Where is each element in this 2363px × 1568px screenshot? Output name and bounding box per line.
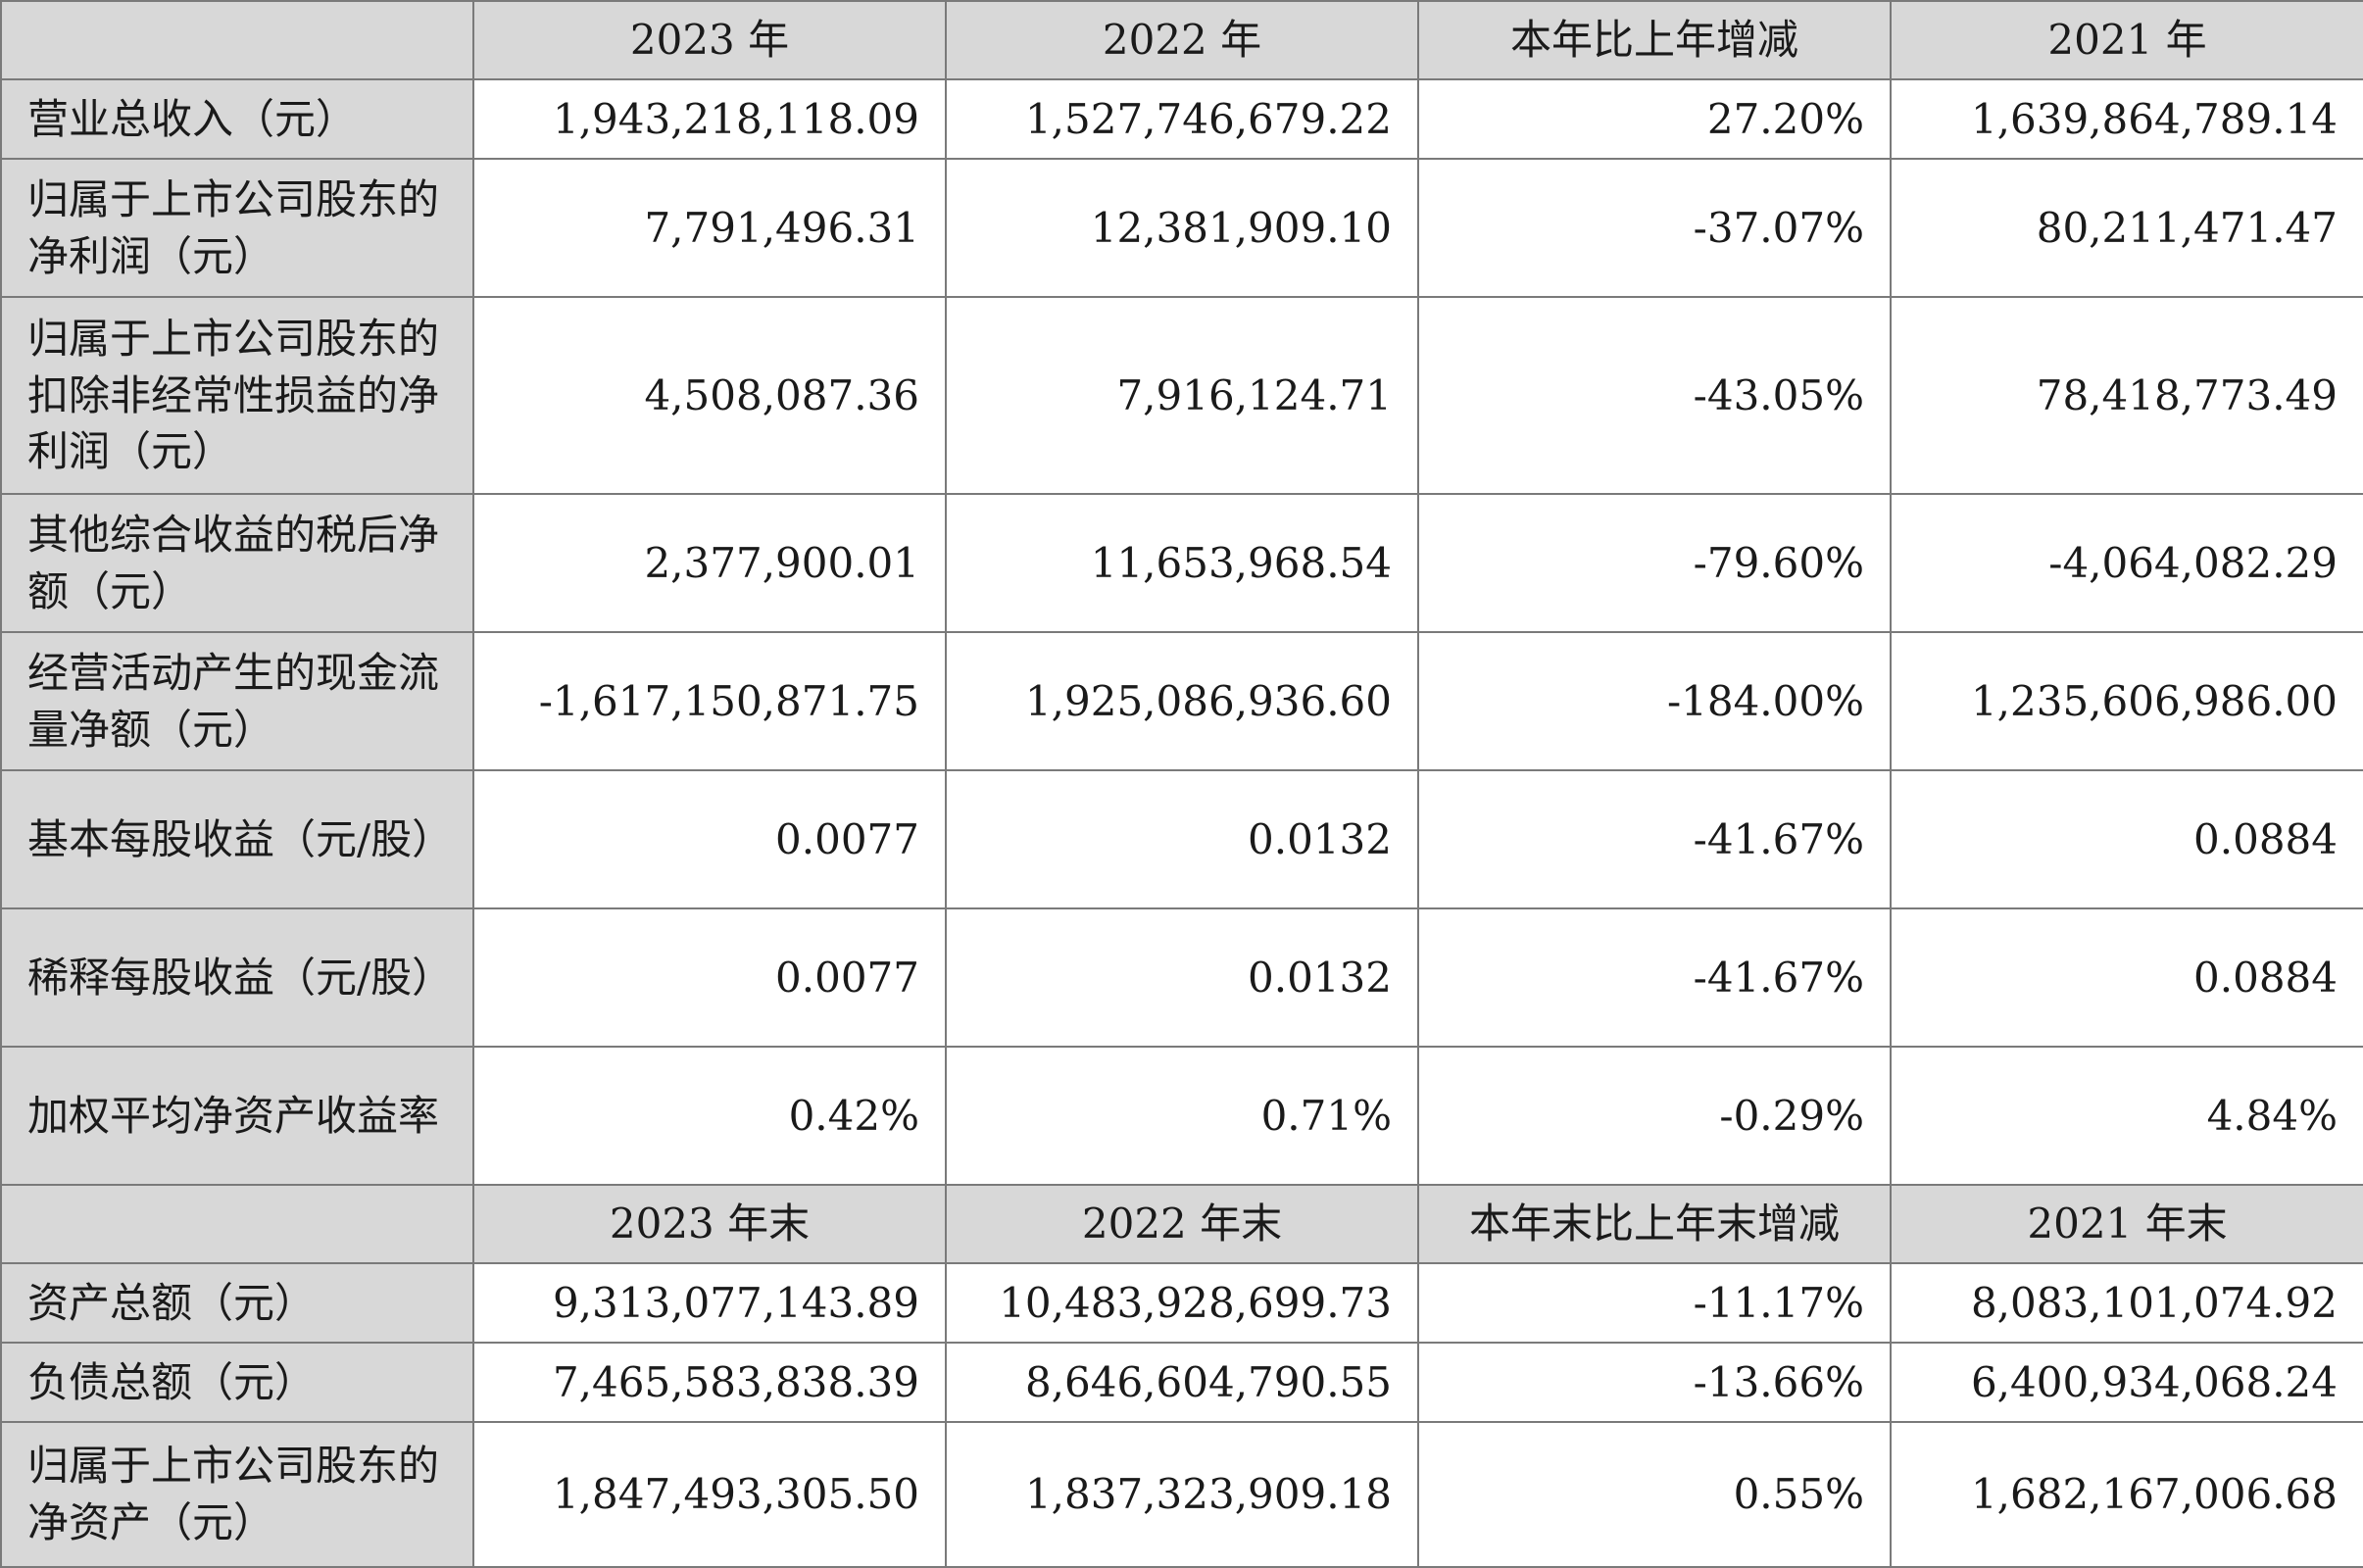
table-cell: 0.0884	[1890, 907, 2363, 1048]
table-cell: -4,064,082.29	[1890, 493, 2363, 633]
table-cell: 0.0132	[945, 769, 1419, 909]
table-cell: 1,527,746,679.22	[945, 78, 1419, 160]
table-cell: -37.07%	[1417, 158, 1892, 298]
table-cell: 1,847,493,305.50	[472, 1421, 947, 1568]
table-row: 经营活动产生的现金流量净额（元） -1,617,150,871.75 1,925…	[0, 631, 2363, 771]
row-label-net-assets: 归属于上市公司股东的净资产（元）	[0, 1421, 474, 1568]
table-cell: 0.0132	[945, 907, 1419, 1048]
table-row: 营业总收入（元） 1,943,218,118.09 1,527,746,679.…	[0, 78, 2363, 160]
row-label-other-comprehensive-income: 其他综合收益的税后净额（元）	[0, 493, 474, 633]
table-row: 加权平均净资产收益率 0.42% 0.71% -0.29% 4.84%	[0, 1046, 2363, 1186]
table-cell: 1,639,864,789.14	[1890, 78, 2363, 160]
table-cell: -1,617,150,871.75	[472, 631, 947, 771]
row-label-net-profit-excl-nonrecurring: 归属于上市公司股东的扣除非经常性损益的净利润（元）	[0, 296, 474, 495]
table-cell: 12,381,909.10	[945, 158, 1419, 298]
header-corner-cell	[0, 0, 474, 80]
table-cell: 78,418,773.49	[1890, 296, 2363, 495]
row-label-operating-revenue: 营业总收入（元）	[0, 78, 474, 160]
table-cell: 27.20%	[1417, 78, 1892, 160]
header-row-year-end: 2023 年末 2022 年末 本年末比上年末增减 2021 年末	[0, 1184, 2363, 1264]
table-cell: -41.67%	[1417, 769, 1892, 909]
table-row: 归属于上市公司股东的净资产（元） 1,847,493,305.50 1,837,…	[0, 1421, 2363, 1568]
row-label-weighted-roe: 加权平均净资产收益率	[0, 1046, 474, 1186]
table-cell: 8,646,604,790.55	[945, 1342, 1419, 1423]
table-row: 稀释每股收益（元/股） 0.0077 0.0132 -41.67% 0.0884	[0, 907, 2363, 1048]
table-cell: 1,837,323,909.18	[945, 1421, 1419, 1568]
header-year-end-change: 本年末比上年末增减	[1417, 1184, 1892, 1264]
header-2021-year-end: 2021 年末	[1890, 1184, 2363, 1264]
table-row: 归属于上市公司股东的净利润（元） 7,791,496.31 12,381,909…	[0, 158, 2363, 298]
table-cell: 1,682,167,006.68	[1890, 1421, 2363, 1568]
table-cell: 0.42%	[472, 1046, 947, 1186]
table-cell: -11.17%	[1417, 1262, 1892, 1344]
table-cell: 0.0077	[472, 907, 947, 1048]
table-row: 资产总额（元） 9,313,077,143.89 10,483,928,699.…	[0, 1262, 2363, 1344]
row-label-total-assets: 资产总额（元）	[0, 1262, 474, 1344]
header-2023: 2023 年	[472, 0, 947, 80]
header-yoy-change: 本年比上年增减	[1417, 0, 1892, 80]
table-cell: 6,400,934,068.24	[1890, 1342, 2363, 1423]
table-cell: 0.0884	[1890, 769, 2363, 909]
table-cell: 8,083,101,074.92	[1890, 1262, 2363, 1344]
table-cell: -79.60%	[1417, 493, 1892, 633]
table-cell: 10,483,928,699.73	[945, 1262, 1419, 1344]
table-cell: 0.0077	[472, 769, 947, 909]
row-label-basic-eps: 基本每股收益（元/股）	[0, 769, 474, 909]
header-corner-cell	[0, 1184, 474, 1264]
table-cell: 7,916,124.71	[945, 296, 1419, 495]
table-cell: 0.55%	[1417, 1421, 1892, 1568]
table-cell: -0.29%	[1417, 1046, 1892, 1186]
table-cell: 1,235,606,986.00	[1890, 631, 2363, 771]
table-cell: 1,925,086,936.60	[945, 631, 1419, 771]
table-row: 负债总额（元） 7,465,583,838.39 8,646,604,790.5…	[0, 1342, 2363, 1423]
header-2021: 2021 年	[1890, 0, 2363, 80]
table-cell: -13.66%	[1417, 1342, 1892, 1423]
table-cell: 4.84%	[1890, 1046, 2363, 1186]
table-cell: 11,653,968.54	[945, 493, 1419, 633]
table-cell: 7,465,583,838.39	[472, 1342, 947, 1423]
table-cell: -184.00%	[1417, 631, 1892, 771]
table-cell: 9,313,077,143.89	[472, 1262, 947, 1344]
table-cell: 80,211,471.47	[1890, 158, 2363, 298]
table-cell: 7,791,496.31	[472, 158, 947, 298]
header-2023-year-end: 2023 年末	[472, 1184, 947, 1264]
header-2022-year-end: 2022 年末	[945, 1184, 1419, 1264]
table-cell: -43.05%	[1417, 296, 1892, 495]
table-cell: 2,377,900.01	[472, 493, 947, 633]
row-label-net-profit: 归属于上市公司股东的净利润（元）	[0, 158, 474, 298]
table-cell: 4,508,087.36	[472, 296, 947, 495]
table-row: 其他综合收益的税后净额（元） 2,377,900.01 11,653,968.5…	[0, 493, 2363, 633]
table-row: 归属于上市公司股东的扣除非经常性损益的净利润（元） 4,508,087.36 7…	[0, 296, 2363, 495]
row-label-total-liabilities: 负债总额（元）	[0, 1342, 474, 1423]
row-label-operating-cash-flow: 经营活动产生的现金流量净额（元）	[0, 631, 474, 771]
table-cell: 1,943,218,118.09	[472, 78, 947, 160]
header-2022: 2022 年	[945, 0, 1419, 80]
header-row-annual: 2023 年 2022 年 本年比上年增减 2021 年	[0, 0, 2363, 80]
table-row: 基本每股收益（元/股） 0.0077 0.0132 -41.67% 0.0884	[0, 769, 2363, 909]
table-cell: 0.71%	[945, 1046, 1419, 1186]
table-cell: -41.67%	[1417, 907, 1892, 1048]
row-label-diluted-eps: 稀释每股收益（元/股）	[0, 907, 474, 1048]
